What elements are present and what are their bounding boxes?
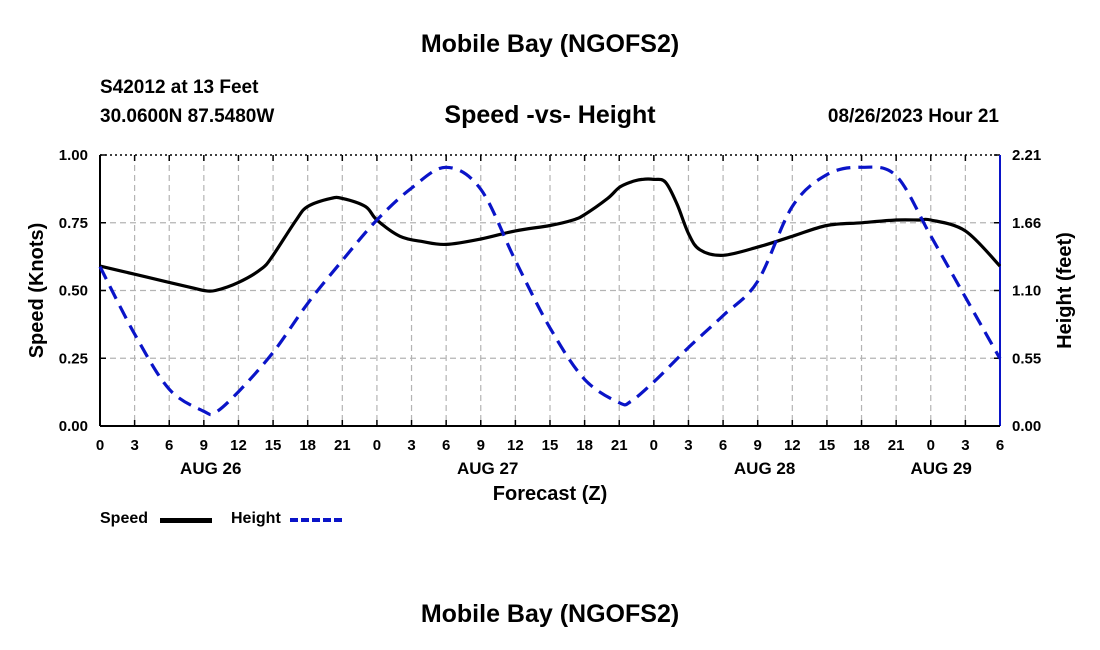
right-tick-label: 1.66: [1012, 215, 1041, 232]
day-label: AUG 29: [910, 459, 971, 478]
left-axis-title: Speed (Knots): [26, 223, 48, 359]
x-tick-label: 12: [230, 437, 247, 454]
x-tick-label: 21: [888, 437, 905, 454]
axes: [99, 154, 1001, 427]
day-label: AUG 28: [734, 459, 795, 478]
x-tick-label: 21: [611, 437, 628, 454]
x-axis-title: Forecast (Z): [493, 483, 607, 505]
legend-height-label: Height: [231, 510, 281, 527]
right-tick-label: 2.21: [1012, 147, 1041, 164]
x-tick-label: 0: [96, 437, 104, 454]
x-tick-label: 6: [165, 437, 173, 454]
left-tick-label: 0.25: [59, 350, 88, 367]
series: [98, 165, 1002, 417]
x-tick-label: 3: [684, 437, 692, 454]
footer-title: Mobile Bay (NGOFS2): [420, 600, 680, 628]
legend-speed-swatch: [160, 518, 212, 523]
x-tick-label: 18: [853, 437, 870, 454]
legend-speed-label: Speed: [100, 510, 149, 527]
x-tick-label: 12: [507, 437, 524, 454]
left-tick-label: 0.00: [59, 418, 88, 435]
left-tick-label: 0.50: [59, 283, 88, 300]
day-label: AUG 26: [180, 459, 241, 478]
x-tick-label: 18: [576, 437, 593, 454]
x-tick-label: 6: [996, 437, 1004, 454]
x-tick-label: 3: [130, 437, 138, 454]
x-tick-label: 3: [407, 437, 415, 454]
legend-height-swatch: [290, 518, 342, 522]
right-tick-label: 0.55: [1012, 350, 1041, 367]
x-tick-label: 3: [961, 437, 969, 454]
main-title: Mobile Bay (NGOFS2): [420, 30, 680, 58]
x-tick-label: 6: [719, 437, 727, 454]
station-coordinates: 30.0600N 87.5480W: [100, 106, 275, 127]
left-tick-label: 0.75: [59, 215, 88, 232]
chart-title: Speed -vs- Height: [444, 101, 656, 129]
x-tick-label: 0: [927, 437, 935, 454]
right-axis-title: Height (feet): [1054, 232, 1076, 349]
left-tick-label: 1.00: [59, 147, 88, 164]
x-tick-label: 0: [373, 437, 381, 454]
x-tick-label: 9: [477, 437, 485, 454]
day-label: AUG 27: [457, 459, 518, 478]
tick-labels: 0 3 6 9 12 15 18 21 0 3 6 9 12 15 18 21 0 3 6 9 12 15 18 21 0 3 60…: [26, 147, 1076, 505]
x-tick-label: 21: [334, 437, 351, 454]
x-tick-label: 15: [819, 437, 836, 454]
station-label: S42012 at 13 Feet: [100, 77, 259, 98]
x-tick-label: 18: [299, 437, 316, 454]
x-tick-label: 9: [754, 437, 762, 454]
forecast-date: 08/26/2023 Hour 21: [827, 106, 999, 127]
right-tick-label: 1.10: [1012, 283, 1041, 300]
x-tick-label: 15: [265, 437, 282, 454]
right-tick-label: 0.00: [1012, 418, 1041, 435]
x-tick-label: 9: [200, 437, 208, 454]
grid: [100, 155, 1000, 426]
speed-height-chart: 0 3 6 9 12 15 18 21 0 3 6 9 12 15 18 21 0 3 6 9 12 15 18 21 0 3 60…: [26, 147, 1076, 505]
x-tick-label: 0: [650, 437, 658, 454]
x-tick-label: 6: [442, 437, 450, 454]
x-tick-label: 15: [542, 437, 559, 454]
speed-series-line: [99, 177, 1002, 293]
x-tick-label: 12: [784, 437, 801, 454]
height-series-line: [98, 165, 1002, 417]
